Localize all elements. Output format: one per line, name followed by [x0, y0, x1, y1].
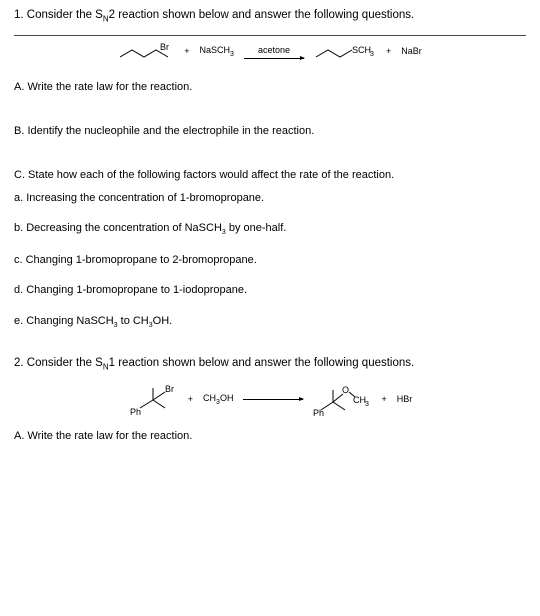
svg-text:3: 3 — [365, 401, 369, 408]
q1-C-a: a. Increasing the concentration of 1-bro… — [14, 191, 526, 205]
q1-C-e: e. Changing NaSCH3 to CH3OH. — [14, 314, 526, 330]
svg-text:Ph: Ph — [313, 408, 324, 417]
reaction-arrow-2 — [243, 399, 303, 400]
svg-text:O: O — [342, 385, 349, 395]
svg-text:SCH: SCH — [352, 45, 371, 55]
q1-C-b-text: b. Decreasing the concentration of NaSCH — [14, 222, 222, 234]
nasch-text: NaSCH — [200, 45, 231, 55]
reaction-arrow: acetone — [244, 45, 304, 59]
arrow-line-2 — [243, 399, 303, 400]
plus-1: + — [184, 46, 189, 58]
q1-C-c: c. Changing 1-bromopropane to 2-bromopro… — [14, 253, 526, 267]
reaction-2: Br Ph + CH3OH O CH 3 Ph + HBr — [14, 383, 526, 417]
q1-C-d: d. Changing 1-bromopropane to 1-iodoprop… — [14, 283, 526, 297]
q1-A: A. Write the rate law for the reaction. — [14, 80, 526, 94]
product-2: NaBr — [401, 46, 422, 58]
q2-A: A. Write the rate law for the reaction. — [14, 429, 526, 443]
q1-stem-part-b: 2 reaction shown below and answer the fo… — [109, 9, 415, 21]
q1-stem-part-a: 1. Consider the S — [14, 9, 103, 21]
arrow-line — [244, 58, 304, 59]
q1-B: B. Identify the nucleophile and the elec… — [14, 124, 526, 138]
product-1-structure: SCH 3 — [314, 42, 376, 62]
svg-text:Ph: Ph — [130, 407, 141, 417]
q1-stem: 1. Consider the SN2 reaction shown below… — [14, 8, 526, 25]
plus-2b: + — [381, 394, 386, 406]
ch-text: CH — [203, 393, 216, 403]
q2-stem-a: 2. Consider the S — [14, 357, 103, 369]
q2-stem: 2. Consider the SN1 reaction shown below… — [14, 356, 526, 373]
q1-C-e-a: e. Changing NaSCH — [14, 315, 114, 327]
sub-3: 3 — [230, 51, 234, 58]
q1-C: C. State how each of the following facto… — [14, 168, 526, 182]
plus-1b: + — [188, 394, 193, 406]
reactant-2: NaSCH3 — [200, 45, 234, 59]
q1-C-e-mid: to CH — [118, 315, 149, 327]
divider — [14, 35, 526, 36]
reactant-1-structure-2: Br Ph — [128, 383, 178, 417]
reactant-2b: CH3OH — [203, 393, 233, 407]
arrow-label: acetone — [258, 45, 290, 57]
reactant-1-structure: Br — [118, 42, 174, 62]
svg-text:3: 3 — [370, 51, 374, 58]
product-2b: HBr — [397, 394, 413, 406]
oh-text: OH — [220, 393, 234, 403]
product-1-structure-2: O CH 3 Ph — [313, 383, 371, 417]
q1-C-b-tail: by one-half. — [226, 222, 287, 234]
plus-2: + — [386, 46, 391, 58]
q1-C-b: b. Decreasing the concentration of NaSCH… — [14, 221, 526, 237]
q1-C-e-tail: OH. — [153, 315, 173, 327]
br-label: Br — [160, 42, 169, 52]
reaction-1: Br + NaSCH3 acetone SCH 3 + NaBr — [14, 42, 526, 62]
q2-stem-b: 1 reaction shown below and answer the fo… — [109, 357, 415, 369]
svg-text:Br: Br — [165, 384, 174, 394]
